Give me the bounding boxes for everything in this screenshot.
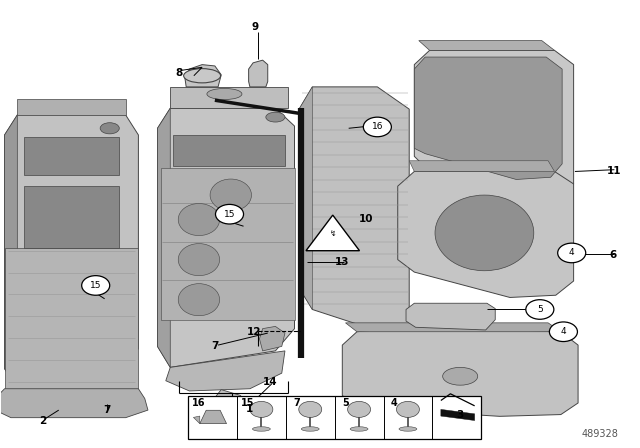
Ellipse shape xyxy=(210,179,252,211)
Text: 8: 8 xyxy=(175,68,182,78)
Polygon shape xyxy=(414,50,573,199)
Text: 13: 13 xyxy=(335,257,349,267)
Ellipse shape xyxy=(184,69,221,83)
Text: 2: 2 xyxy=(39,416,47,426)
Text: 489328: 489328 xyxy=(581,429,618,439)
Polygon shape xyxy=(193,416,200,424)
Circle shape xyxy=(364,117,392,137)
Polygon shape xyxy=(200,410,227,424)
Text: 16: 16 xyxy=(192,398,205,409)
Text: 4: 4 xyxy=(561,327,566,336)
Polygon shape xyxy=(17,99,125,115)
Polygon shape xyxy=(259,327,285,351)
Text: 16: 16 xyxy=(372,122,383,131)
Text: 15: 15 xyxy=(90,281,102,290)
Polygon shape xyxy=(24,137,119,175)
Text: 7: 7 xyxy=(211,341,218,351)
Circle shape xyxy=(557,243,586,263)
Ellipse shape xyxy=(252,427,270,431)
Circle shape xyxy=(299,401,322,418)
Ellipse shape xyxy=(178,244,220,276)
Polygon shape xyxy=(157,108,294,367)
Text: 3: 3 xyxy=(456,410,464,420)
Text: 5: 5 xyxy=(342,398,349,409)
Polygon shape xyxy=(419,41,554,50)
Polygon shape xyxy=(157,108,170,367)
Text: 4: 4 xyxy=(391,398,397,409)
Text: 12: 12 xyxy=(247,327,262,337)
Text: 1: 1 xyxy=(246,404,253,414)
Polygon shape xyxy=(212,390,250,422)
Circle shape xyxy=(526,300,554,319)
Polygon shape xyxy=(4,249,138,389)
Ellipse shape xyxy=(399,427,417,431)
Text: 4: 4 xyxy=(569,249,575,258)
Polygon shape xyxy=(166,351,285,391)
Text: 7: 7 xyxy=(293,398,300,409)
Text: 9: 9 xyxy=(252,22,259,32)
Text: 7: 7 xyxy=(103,405,110,415)
Text: 15: 15 xyxy=(224,210,236,219)
Text: 14: 14 xyxy=(263,377,278,387)
Ellipse shape xyxy=(443,367,477,385)
Circle shape xyxy=(549,322,577,341)
Polygon shape xyxy=(170,87,288,108)
Polygon shape xyxy=(414,57,562,180)
Polygon shape xyxy=(24,186,119,249)
Polygon shape xyxy=(185,65,221,87)
Polygon shape xyxy=(346,323,561,332)
Text: 6: 6 xyxy=(609,250,617,260)
Circle shape xyxy=(348,401,371,418)
Ellipse shape xyxy=(178,284,220,316)
Polygon shape xyxy=(342,327,578,416)
Circle shape xyxy=(250,401,273,418)
Ellipse shape xyxy=(435,195,534,271)
Ellipse shape xyxy=(178,203,220,236)
Circle shape xyxy=(82,276,109,295)
Text: 11: 11 xyxy=(607,166,621,176)
Circle shape xyxy=(216,204,244,224)
Polygon shape xyxy=(406,303,495,330)
Text: 15: 15 xyxy=(241,398,255,409)
Ellipse shape xyxy=(350,427,368,431)
Polygon shape xyxy=(300,87,409,329)
Ellipse shape xyxy=(100,123,119,134)
Polygon shape xyxy=(4,115,17,389)
Polygon shape xyxy=(173,135,285,166)
Ellipse shape xyxy=(207,88,242,99)
Polygon shape xyxy=(397,172,573,297)
Polygon shape xyxy=(161,168,294,320)
Ellipse shape xyxy=(266,112,285,122)
Polygon shape xyxy=(409,161,554,172)
Polygon shape xyxy=(0,389,148,418)
Polygon shape xyxy=(306,215,360,251)
Bar xyxy=(188,396,481,439)
Polygon shape xyxy=(248,60,268,87)
Ellipse shape xyxy=(301,427,319,431)
Polygon shape xyxy=(441,409,475,421)
Polygon shape xyxy=(300,87,312,310)
Text: 5: 5 xyxy=(537,305,543,314)
Circle shape xyxy=(396,401,419,418)
Text: 10: 10 xyxy=(358,214,373,224)
Polygon shape xyxy=(4,115,138,389)
Text: ↯: ↯ xyxy=(330,229,336,238)
